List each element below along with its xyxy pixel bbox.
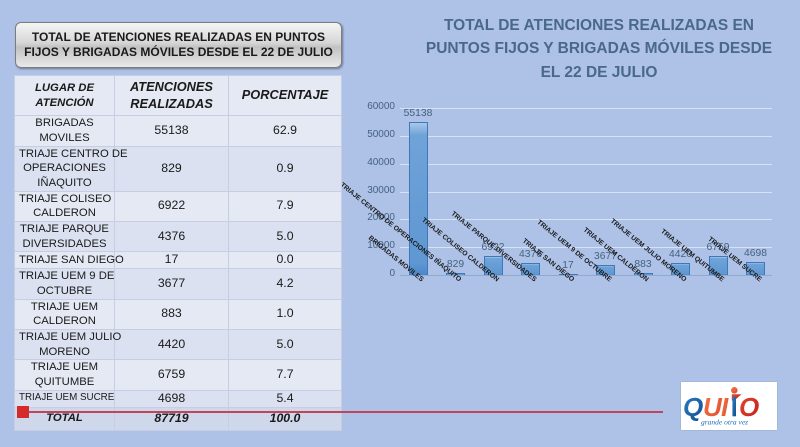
svg-text:grande otra vez: grande otra vez — [701, 418, 748, 427]
